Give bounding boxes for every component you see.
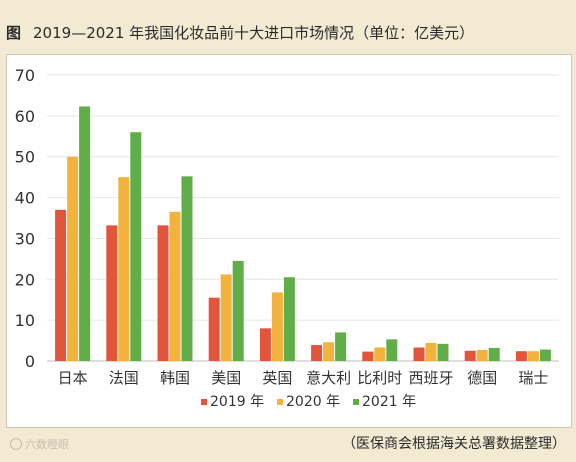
x-tick-label: 瑞士 <box>518 369 548 387</box>
bar <box>527 351 539 361</box>
chart-title-text: 2019—2021 年我国化妆品前十大进口市场情况（单位：亿美元） <box>33 24 475 42</box>
bar <box>374 347 386 361</box>
watermark-logo-icon <box>10 438 22 450</box>
y-tick-label: 30 <box>15 229 35 248</box>
bar <box>55 209 67 361</box>
bar <box>362 351 374 361</box>
bar <box>220 274 232 361</box>
legend-label: 2020 年 <box>286 394 340 410</box>
bar <box>323 342 335 361</box>
plot-frame: 0 10 20 30 40 50 60 70 日本 法国 韩国 美国 英国 意大利 比利时 西班牙 德国 瑞士 20… <box>6 54 572 428</box>
bar <box>181 176 193 361</box>
legend-label: 2019 年 <box>210 394 264 410</box>
figure-label: 图 <box>6 24 22 42</box>
bar <box>386 339 398 361</box>
chart-title: 图 2019—2021 年我国化妆品前十大进口市场情况（单位：亿美元） <box>6 22 572 44</box>
x-tick-label: 韩国 <box>160 369 190 387</box>
legend-swatch <box>201 399 207 405</box>
bar <box>118 177 130 361</box>
x-tick-label: 西班牙 <box>408 369 453 387</box>
bar <box>425 343 437 361</box>
source-note: （医保商会根据海关总署数据整理） <box>342 436 566 452</box>
bar-chart: 0 10 20 30 40 50 60 70 日本 法国 韩国 美国 英国 意大利 比利时 西班牙 德国 瑞士 20… <box>15 66 559 410</box>
watermark-text: 六数瞪眼 <box>25 438 69 451</box>
bar <box>311 345 323 361</box>
y-tick-label: 40 <box>15 189 35 208</box>
bar <box>208 297 220 361</box>
legend-label: 2021 年 <box>362 394 416 410</box>
bar <box>488 347 500 361</box>
bar <box>106 225 118 361</box>
bar <box>259 328 271 361</box>
bar <box>130 132 142 361</box>
y-tick-label: 50 <box>15 148 35 167</box>
x-tick-label: 英国 <box>262 369 292 387</box>
bar <box>79 106 91 362</box>
legend-swatch <box>277 399 283 405</box>
x-tick-label: 意大利 <box>306 369 351 387</box>
y-tick-label: 70 <box>15 66 35 85</box>
x-tick-label: 德国 <box>467 369 497 387</box>
legend-swatch <box>353 399 359 405</box>
bar <box>413 347 425 361</box>
bar <box>283 277 295 361</box>
x-tick-label: 美国 <box>211 369 241 387</box>
bar <box>271 292 283 361</box>
bar <box>539 349 551 361</box>
x-tick-label: 法国 <box>109 369 139 387</box>
bar <box>464 350 476 361</box>
bar <box>515 351 527 361</box>
bar <box>157 225 169 361</box>
bar <box>169 211 181 361</box>
bar <box>476 349 488 361</box>
x-tick-label: 比利时 <box>357 369 402 387</box>
y-tick-label: 60 <box>15 107 35 126</box>
x-tick-label: 日本 <box>58 369 88 387</box>
y-tick-label: 0 <box>25 352 35 371</box>
y-tick-label: 10 <box>15 311 35 330</box>
bar <box>437 343 449 361</box>
bar <box>335 332 347 361</box>
bar <box>67 156 79 361</box>
bar <box>232 260 244 361</box>
watermark: 六数瞪眼 <box>10 436 69 452</box>
y-tick-label: 20 <box>15 270 35 289</box>
